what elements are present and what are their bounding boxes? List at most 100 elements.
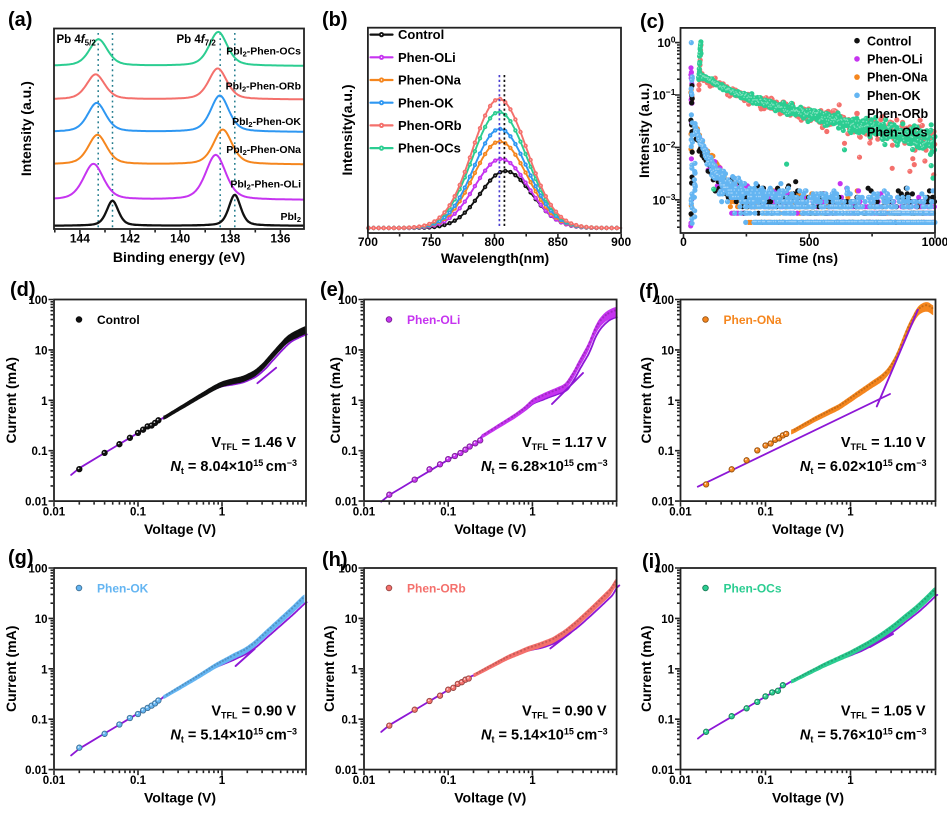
- svg-text:700: 700: [358, 235, 378, 249]
- svg-text:1000: 1000: [922, 235, 947, 249]
- svg-text:0.1: 0.1: [342, 715, 359, 727]
- svg-text:10: 10: [345, 345, 358, 357]
- svg-text:144: 144: [70, 232, 90, 246]
- svg-text:1: 1: [529, 507, 536, 519]
- svg-text:(e): (e): [320, 279, 344, 301]
- svg-text:Phen-OLi: Phen-OLi: [398, 50, 456, 65]
- svg-text:0.1: 0.1: [130, 775, 147, 787]
- svg-text:136: 136: [270, 232, 290, 246]
- svg-text:900: 900: [611, 235, 631, 249]
- svg-text:1: 1: [668, 396, 675, 408]
- svg-text:Control: Control: [398, 27, 444, 42]
- svg-text:0.1: 0.1: [758, 775, 775, 787]
- svg-text:PbI2: PbI2: [280, 211, 301, 224]
- svg-text:500: 500: [799, 235, 819, 249]
- svg-text:Current (mA): Current (mA): [321, 626, 337, 712]
- svg-text:0.01: 0.01: [25, 765, 48, 777]
- svg-text:0.01: 0.01: [25, 497, 48, 509]
- svg-text:0.01: 0.01: [652, 765, 675, 777]
- svg-text:100: 100: [338, 564, 357, 576]
- svg-text:Voltage (V): Voltage (V): [144, 521, 216, 537]
- svg-text:Intensity (a.u.): Intensity (a.u.): [18, 81, 34, 176]
- svg-text:Phen-OK: Phen-OK: [867, 89, 920, 103]
- svg-text:0.1: 0.1: [758, 507, 775, 519]
- svg-text:10: 10: [35, 345, 48, 357]
- svg-text:140: 140: [170, 232, 190, 246]
- svg-text:138: 138: [220, 232, 240, 246]
- svg-text:PbI2-Phen-OK: PbI2-Phen-OK: [232, 116, 301, 129]
- svg-text:PbI2-Phen-OLi: PbI2-Phen-OLi: [230, 179, 301, 192]
- svg-text:100: 100: [28, 295, 47, 307]
- svg-text:100: 100: [655, 564, 674, 576]
- svg-text:Phen-ONa: Phen-ONa: [867, 71, 928, 85]
- svg-text:Current (mA): Current (mA): [638, 357, 654, 443]
- svg-text:1: 1: [41, 664, 48, 676]
- svg-text:Intensity(a.u.): Intensity(a.u.): [339, 84, 355, 175]
- svg-text:Current (mA): Current (mA): [3, 626, 19, 712]
- svg-text:0.01: 0.01: [652, 497, 675, 509]
- svg-text:0.01: 0.01: [669, 775, 692, 787]
- svg-text:(g): (g): [8, 547, 34, 569]
- svg-text:800: 800: [485, 235, 505, 249]
- svg-text:10: 10: [345, 614, 358, 626]
- svg-text:1: 1: [219, 507, 226, 519]
- svg-text:Phen-ONa: Phen-ONa: [398, 73, 462, 88]
- svg-text:0.01: 0.01: [353, 775, 376, 787]
- svg-text:0.1: 0.1: [658, 715, 675, 727]
- svg-text:10: 10: [661, 345, 674, 357]
- svg-text:100: 100: [655, 295, 674, 307]
- svg-text:1: 1: [219, 775, 226, 787]
- svg-text:0.1: 0.1: [658, 446, 675, 458]
- svg-text:0.01: 0.01: [43, 507, 66, 519]
- svg-text:0.01: 0.01: [335, 765, 358, 777]
- svg-text:Voltage (V): Voltage (V): [144, 790, 216, 806]
- svg-text:Intensity (a.u.): Intensity (a.u.): [636, 83, 652, 178]
- svg-text:1: 1: [847, 775, 854, 787]
- svg-text:0.01: 0.01: [353, 507, 376, 519]
- svg-text:Phen-ONa: Phen-ONa: [724, 313, 782, 327]
- svg-text:0.1: 0.1: [440, 775, 457, 787]
- svg-text:(i): (i): [642, 551, 661, 573]
- svg-text:1: 1: [529, 775, 536, 787]
- svg-text:Control: Control: [97, 313, 140, 327]
- svg-text:10: 10: [661, 614, 674, 626]
- svg-text:(f): (f): [639, 281, 659, 303]
- svg-text:Phen-OK: Phen-OK: [97, 581, 149, 595]
- svg-text:Current (mA): Current (mA): [327, 357, 343, 443]
- svg-text:(c): (c): [640, 11, 664, 33]
- svg-text:750: 750: [421, 235, 441, 249]
- svg-text:Phen-OLi: Phen-OLi: [867, 53, 923, 67]
- svg-text:1: 1: [668, 664, 675, 676]
- svg-text:Phen-OK: Phen-OK: [398, 95, 454, 110]
- svg-text:Current (mA): Current (mA): [638, 626, 654, 712]
- svg-text:Phen-ORb: Phen-ORb: [407, 581, 466, 595]
- svg-text:PbI2-Phen-ONa: PbI2-Phen-ONa: [226, 144, 301, 157]
- svg-text:100: 100: [338, 295, 357, 307]
- svg-text:1: 1: [847, 507, 854, 519]
- svg-text:(d): (d): [10, 279, 36, 301]
- svg-text:PbI2-Phen-OCs: PbI2-Phen-OCs: [226, 46, 301, 59]
- svg-text:(h): (h): [322, 549, 348, 571]
- svg-text:Phen-OCs: Phen-OCs: [867, 125, 927, 139]
- svg-text:0.1: 0.1: [342, 446, 359, 458]
- svg-text:1: 1: [41, 396, 48, 408]
- svg-text:(a): (a): [8, 9, 32, 31]
- svg-text:(b): (b): [322, 9, 348, 31]
- svg-text:Time (ns): Time (ns): [776, 250, 838, 266]
- svg-text:Phen-ORb: Phen-ORb: [398, 118, 462, 133]
- svg-text:Wavelength(nm): Wavelength(nm): [441, 250, 549, 266]
- svg-text:Phen-OCs: Phen-OCs: [398, 141, 461, 156]
- svg-text:0.1: 0.1: [32, 446, 49, 458]
- svg-text:0.1: 0.1: [440, 507, 457, 519]
- svg-text:PbI2-Phen-ORb: PbI2-Phen-ORb: [226, 81, 301, 94]
- svg-text:Voltage (V): Voltage (V): [772, 521, 844, 537]
- svg-text:1: 1: [351, 396, 358, 408]
- svg-text:Phen-OCs: Phen-OCs: [724, 581, 782, 595]
- svg-text:850: 850: [548, 235, 568, 249]
- svg-text:142: 142: [120, 232, 140, 246]
